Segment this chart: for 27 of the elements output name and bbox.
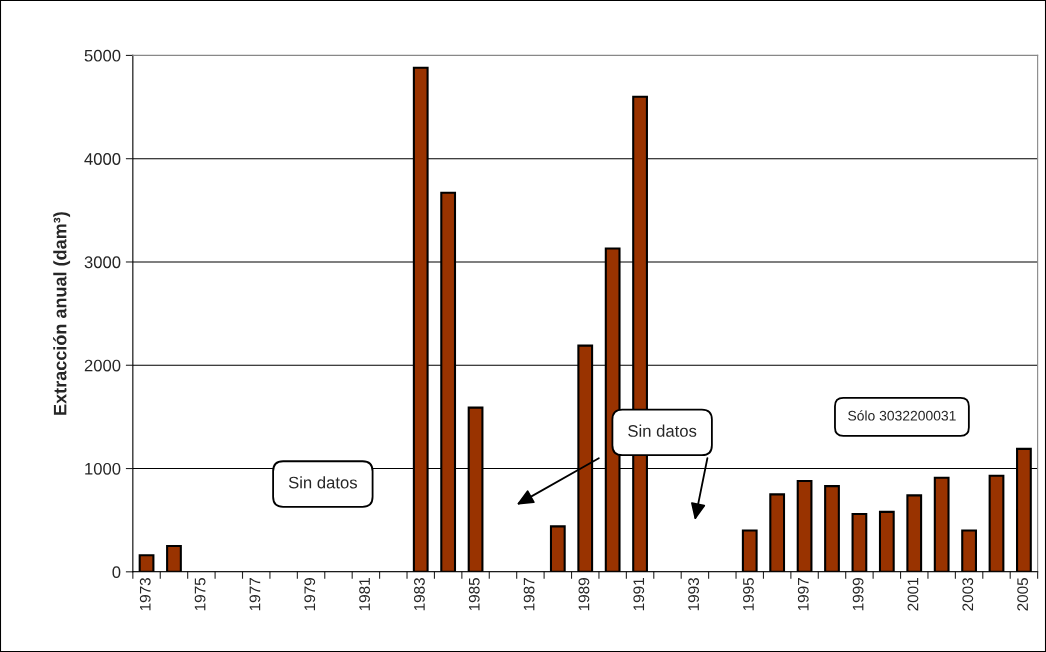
x-tick-label: 1993 (688, 578, 700, 611)
x-tick-label: 1973 (139, 578, 151, 611)
y-tick-label: 5000 (84, 49, 121, 62)
x-tick-label: 1981 (359, 578, 370, 611)
x-tick-label: 1987 (523, 578, 535, 611)
annotation: Sólo 3032200031 (848, 410, 956, 421)
x-tick-label: 1989 (578, 578, 590, 611)
y-tick-label: 3000 (84, 256, 121, 269)
y-tick-label: 4000 (84, 153, 121, 165)
x-tick-label: 1979 (304, 578, 316, 611)
x-tick-label: 1977 (249, 578, 261, 611)
x-tick-label: 1995 (743, 578, 754, 611)
x-tick-label: 2001 (907, 578, 919, 611)
y-tick-label: 1000 (85, 462, 121, 475)
x-tick-label: 1985 (468, 578, 480, 611)
y-axis-title: Extracción anual (dam³) (53, 212, 71, 415)
x-tick-label: 1999 (852, 578, 864, 611)
y-tick-label: 2000 (84, 359, 121, 372)
x-tick-label: 1975 (194, 578, 206, 611)
y-tick-label: 0 (112, 566, 121, 579)
x-tick-label: 2005 (1017, 578, 1029, 611)
x-tick-label: 2003 (962, 578, 974, 611)
x-tick-label: 1997 (797, 578, 809, 611)
x-tick-label: 1991 (633, 578, 645, 611)
annotation: Sin datos (288, 476, 357, 489)
annotation: Sin datos (628, 424, 697, 437)
x-tick-label: 1983 (414, 578, 425, 611)
